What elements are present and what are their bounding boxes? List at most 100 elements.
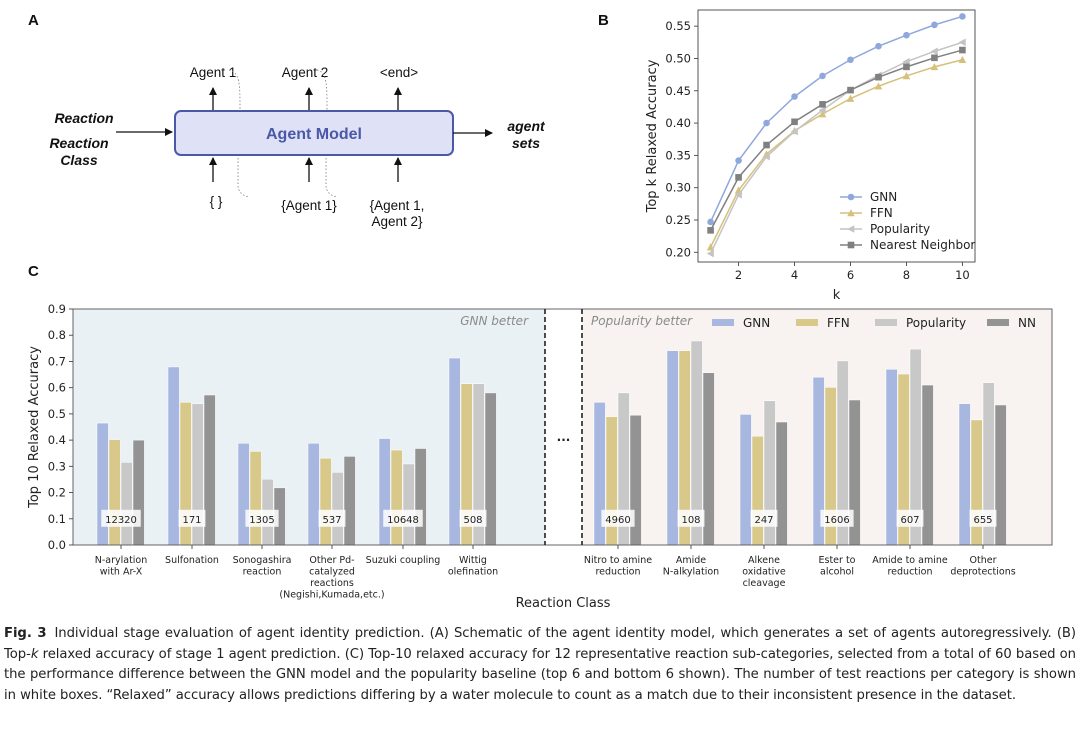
category-label: oxidative	[742, 567, 786, 578]
y-tick-label: 0.50	[665, 51, 691, 65]
count-label: 508	[463, 515, 482, 526]
count-box	[896, 509, 924, 527]
panel-c-y-axis-label: Top 10 Relaxed Accuracy	[27, 346, 42, 509]
figure-number: Fig. 3	[4, 626, 47, 641]
panel-b-plot-frame	[697, 9, 976, 263]
data-point	[903, 63, 910, 71]
bar-nn	[702, 372, 715, 546]
y-tick-label: 0.7	[48, 354, 66, 368]
panel-c-letter: C	[28, 263, 39, 280]
data-point	[763, 119, 770, 127]
bar-nn	[203, 394, 216, 546]
bar-ffn	[108, 439, 121, 546]
data-point	[735, 157, 742, 164]
category-label: olefination	[448, 567, 498, 578]
output-agent-2-label: Agent 2	[282, 65, 329, 80]
y-tick-label: 0.20	[665, 245, 691, 259]
count-box	[318, 509, 346, 527]
panel-c-x-axis-label: Reaction Class	[516, 596, 611, 611]
y-tick-label: 0.9	[48, 302, 66, 316]
category-label: reduction	[595, 567, 640, 578]
data-point	[959, 13, 966, 20]
count-box	[601, 509, 635, 527]
count-label: 247	[754, 515, 773, 526]
data-point	[847, 86, 854, 94]
data-point	[846, 94, 855, 102]
legend-swatch	[875, 319, 897, 326]
bar-nn	[484, 392, 497, 546]
legend-marker	[847, 209, 855, 217]
panel-b-x-ticks: 2 4 6 8 10	[735, 262, 970, 282]
caption-k-italic: k	[30, 646, 39, 662]
series-line	[709, 41, 963, 254]
bar-nn	[414, 448, 427, 546]
count-box	[820, 509, 854, 527]
data-point	[734, 191, 742, 199]
category-label: reactions	[310, 578, 354, 589]
category-label: Amide	[676, 555, 706, 566]
category-label: reduction	[887, 567, 932, 578]
legend-label: Nearest Neighbor	[870, 238, 975, 252]
category-label: Ester to	[819, 555, 856, 566]
count-label: 1606	[824, 515, 849, 526]
data-point	[791, 118, 798, 126]
bar-ffn	[751, 435, 764, 546]
output-agent-1-label: Agent 1	[190, 65, 237, 80]
count-box	[245, 509, 279, 527]
legend-marker	[847, 225, 855, 233]
x-tick-label: 4	[791, 268, 798, 282]
bar-popularity	[120, 462, 133, 546]
panel-c-bars	[96, 340, 1007, 546]
panel-c-y-ticks: 0.0 0.1 0.2 0.3 0.4 0.5 0.6 0.7 0.8 0.9	[48, 302, 73, 552]
feedback-curve-1-top	[228, 69, 241, 111]
panel-c-count-boxes: 12320 171 1305 537 10648 508 4960 108 247 1606 607…	[101, 509, 997, 527]
legend-label: FFN	[827, 316, 850, 330]
y-tick-label: 0.8	[48, 328, 66, 342]
bar-gnn	[237, 443, 250, 546]
count-box	[459, 509, 487, 527]
data-point	[875, 42, 882, 50]
data-point	[763, 141, 770, 149]
data-point	[706, 249, 714, 258]
feedback-curve-2-bottom	[325, 158, 338, 198]
data-point	[959, 46, 966, 54]
data-point	[903, 31, 910, 39]
count-label: 537	[322, 515, 341, 526]
caption-text-2: relaxed accuracy of stage 1 agent predic…	[4, 646, 1076, 703]
bar-nn	[994, 404, 1007, 546]
count-label: 607	[900, 515, 919, 526]
legend-swatch	[987, 319, 1009, 326]
input-reaction-class-label-2: Class	[60, 152, 98, 168]
output-agent-sets-label-2: sets	[512, 135, 540, 151]
count-box	[677, 509, 705, 527]
agent-model-label: Agent Model	[266, 126, 362, 143]
bar-ffn	[249, 451, 262, 546]
bar-gnn	[448, 357, 461, 546]
y-tick-label: 0.5	[48, 407, 66, 421]
data-point	[931, 21, 938, 29]
legend-swatch	[796, 319, 818, 326]
bar-gnn	[885, 369, 898, 546]
y-tick-label: 0.25	[665, 213, 691, 227]
bar-nn	[775, 421, 788, 546]
bar-nn	[921, 384, 934, 546]
count-label: 10648	[387, 515, 419, 526]
panel-c-legend: GNN FFN Popularity NN	[712, 316, 1036, 330]
data-point	[707, 227, 714, 234]
data-point	[791, 93, 798, 100]
data-point	[875, 73, 882, 81]
panel-b-letter: B	[598, 12, 609, 29]
category-label: Alkene	[748, 555, 780, 566]
count-label: 171	[182, 515, 201, 526]
panel-a-diagram: A Reaction Reaction Class Agent Model ag…	[28, 12, 546, 229]
feedback-curve-1-bottom	[237, 158, 250, 198]
panel-b-legend: GNN FFN Popularity Nearest Neighbor	[840, 190, 975, 252]
x-tick-label: 10	[955, 268, 970, 282]
series-nearest-neighbor	[707, 46, 966, 234]
legend-label: NN	[1018, 316, 1036, 330]
region-gap-background	[545, 309, 582, 545]
data-point	[931, 54, 938, 62]
output-end-token-label: <end>	[380, 65, 418, 80]
input-reaction-class-label-1: Reaction	[49, 135, 108, 151]
count-box	[101, 509, 141, 527]
